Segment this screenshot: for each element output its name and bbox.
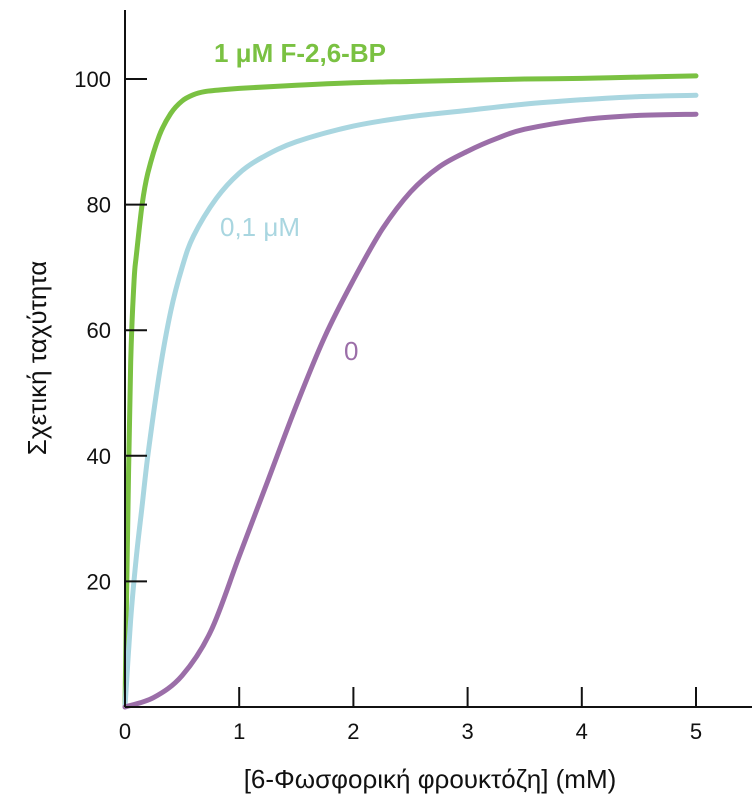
series-label-1um: 1 μM F-2,6-BP: [214, 38, 386, 68]
series-line-0-1um: [122, 92, 699, 710]
y-tick-label: 40: [87, 444, 111, 469]
series-label-0: 0: [344, 336, 358, 366]
y-tick-label: 20: [87, 569, 111, 594]
x-tick-label: 1: [233, 719, 245, 744]
series-line-1um: [122, 73, 699, 710]
x-axis-title: [6-Φωσφορική φρουκτόζη] (mM): [244, 764, 617, 794]
x-tick-label: 2: [347, 719, 359, 744]
x-tick-label: 5: [690, 719, 702, 744]
series-labels: 1 μM F-2,6-BP 0,1 μM 0: [214, 38, 386, 366]
y-tick-label: 80: [87, 193, 111, 218]
series-label-0-1um: 0,1 μM: [220, 212, 300, 242]
plot-lines: [122, 73, 699, 710]
y-tick-label: 100: [74, 67, 111, 92]
series-line-0: [122, 111, 699, 710]
x-tick-label: 3: [461, 719, 473, 744]
y-tick-label: 60: [87, 318, 111, 343]
y-ticks: 20 40 60 80 100: [74, 67, 147, 594]
x-ticks: 0 1 2 3 4 5: [119, 687, 702, 744]
x-tick-label: 0: [119, 719, 131, 744]
y-axis-title: Σχετική ταχύτητα: [22, 261, 52, 456]
axes: 0 1 2 3 4 5 20 40 60 80 100: [74, 10, 752, 744]
x-tick-label: 4: [576, 719, 588, 744]
